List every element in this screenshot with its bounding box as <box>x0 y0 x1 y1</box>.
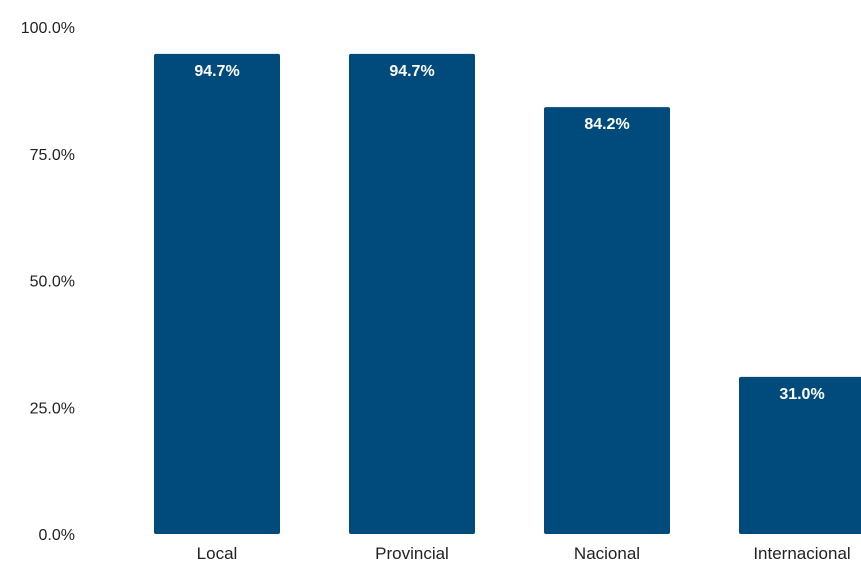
bar <box>544 107 670 534</box>
data-label: 94.7% <box>194 63 239 80</box>
bars: 94.7% 94.7% 84.2% 31.0% <box>154 53 861 534</box>
y-tick-label: 75.0% <box>30 147 75 164</box>
data-label: 31.0% <box>779 386 824 403</box>
data-label: 94.7% <box>389 63 434 80</box>
bar <box>739 376 861 534</box>
x-category-label: Internacional <box>753 544 850 562</box>
x-category-label: Local <box>197 544 238 562</box>
data-label: 84.2% <box>584 116 629 133</box>
x-category-label: Provincial <box>375 544 449 562</box>
y-tick-label: 100.0% <box>21 20 75 37</box>
bar <box>349 53 475 534</box>
x-category-label: Nacional <box>574 544 640 562</box>
x-axis: Local Provincial Nacional Internacional <box>197 544 851 562</box>
y-tick-label: 25.0% <box>30 400 75 417</box>
bar <box>154 53 280 534</box>
y-tick-label: 0.0% <box>39 527 75 544</box>
y-tick-label: 50.0% <box>30 274 75 291</box>
y-axis: 0.0% 25.0% 50.0% 75.0% 100.0% <box>21 20 75 544</box>
